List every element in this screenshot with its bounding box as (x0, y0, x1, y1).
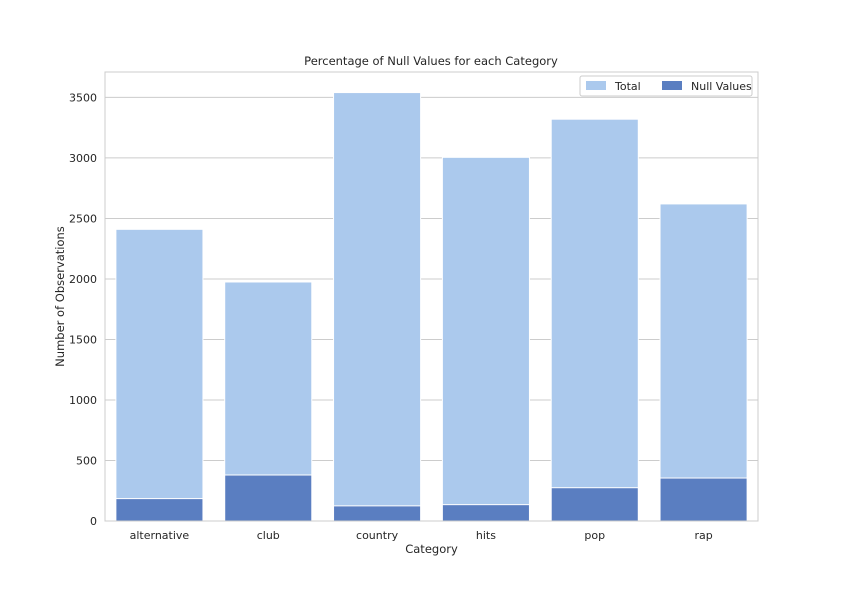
legend: Total Null Values (579, 75, 753, 97)
chart-title: Percentage of Null Values for each Categ… (304, 54, 558, 68)
y-axis-ticks: 0 500 1000 1500 2000 2500 3000 3500 (69, 91, 97, 528)
bar-null-values-hits (441, 504, 530, 522)
bar-null-values-pop (550, 487, 639, 522)
bar-null-values-alternative (115, 498, 204, 522)
y-tick-label: 1500 (69, 333, 97, 346)
x-tick-label: hits (476, 529, 496, 542)
x-tick-label: pop (584, 529, 605, 542)
x-tick-label: alternative (130, 529, 190, 542)
y-tick-label: 3500 (69, 91, 97, 104)
y-axis-label: Number of Observations (53, 226, 67, 367)
y-tick-label: 0 (90, 515, 97, 528)
plot-frame (104, 71, 759, 522)
y-tick-label: 3000 (69, 152, 97, 165)
y-tick-label: 2500 (69, 212, 97, 225)
x-axis-ticks: alternative club country hits pop rap (130, 529, 713, 542)
bar-null-values-club (224, 474, 313, 522)
bars (115, 92, 748, 522)
bar-null-values-rap (659, 477, 748, 522)
legend-swatch (662, 81, 682, 90)
bar-total-alternative (115, 228, 204, 522)
legend-label: Total (614, 80, 641, 93)
y-tick-label: 500 (76, 454, 97, 467)
bar-null-values-country (333, 505, 422, 522)
y-tick-label: 2000 (69, 273, 97, 286)
legend-label: Null Values (691, 80, 752, 93)
x-tick-label: rap (694, 529, 712, 542)
bar-total-country (333, 92, 422, 522)
x-tick-label: club (257, 529, 280, 542)
bar-total-hits (441, 156, 530, 522)
x-axis-label: Category (405, 542, 458, 556)
bar-total-rap (659, 203, 748, 522)
gridlines (105, 96, 758, 522)
bar-total-pop (550, 118, 639, 522)
y-tick-label: 1000 (69, 394, 97, 407)
legend-swatch (586, 81, 606, 90)
x-tick-label: country (356, 529, 399, 542)
